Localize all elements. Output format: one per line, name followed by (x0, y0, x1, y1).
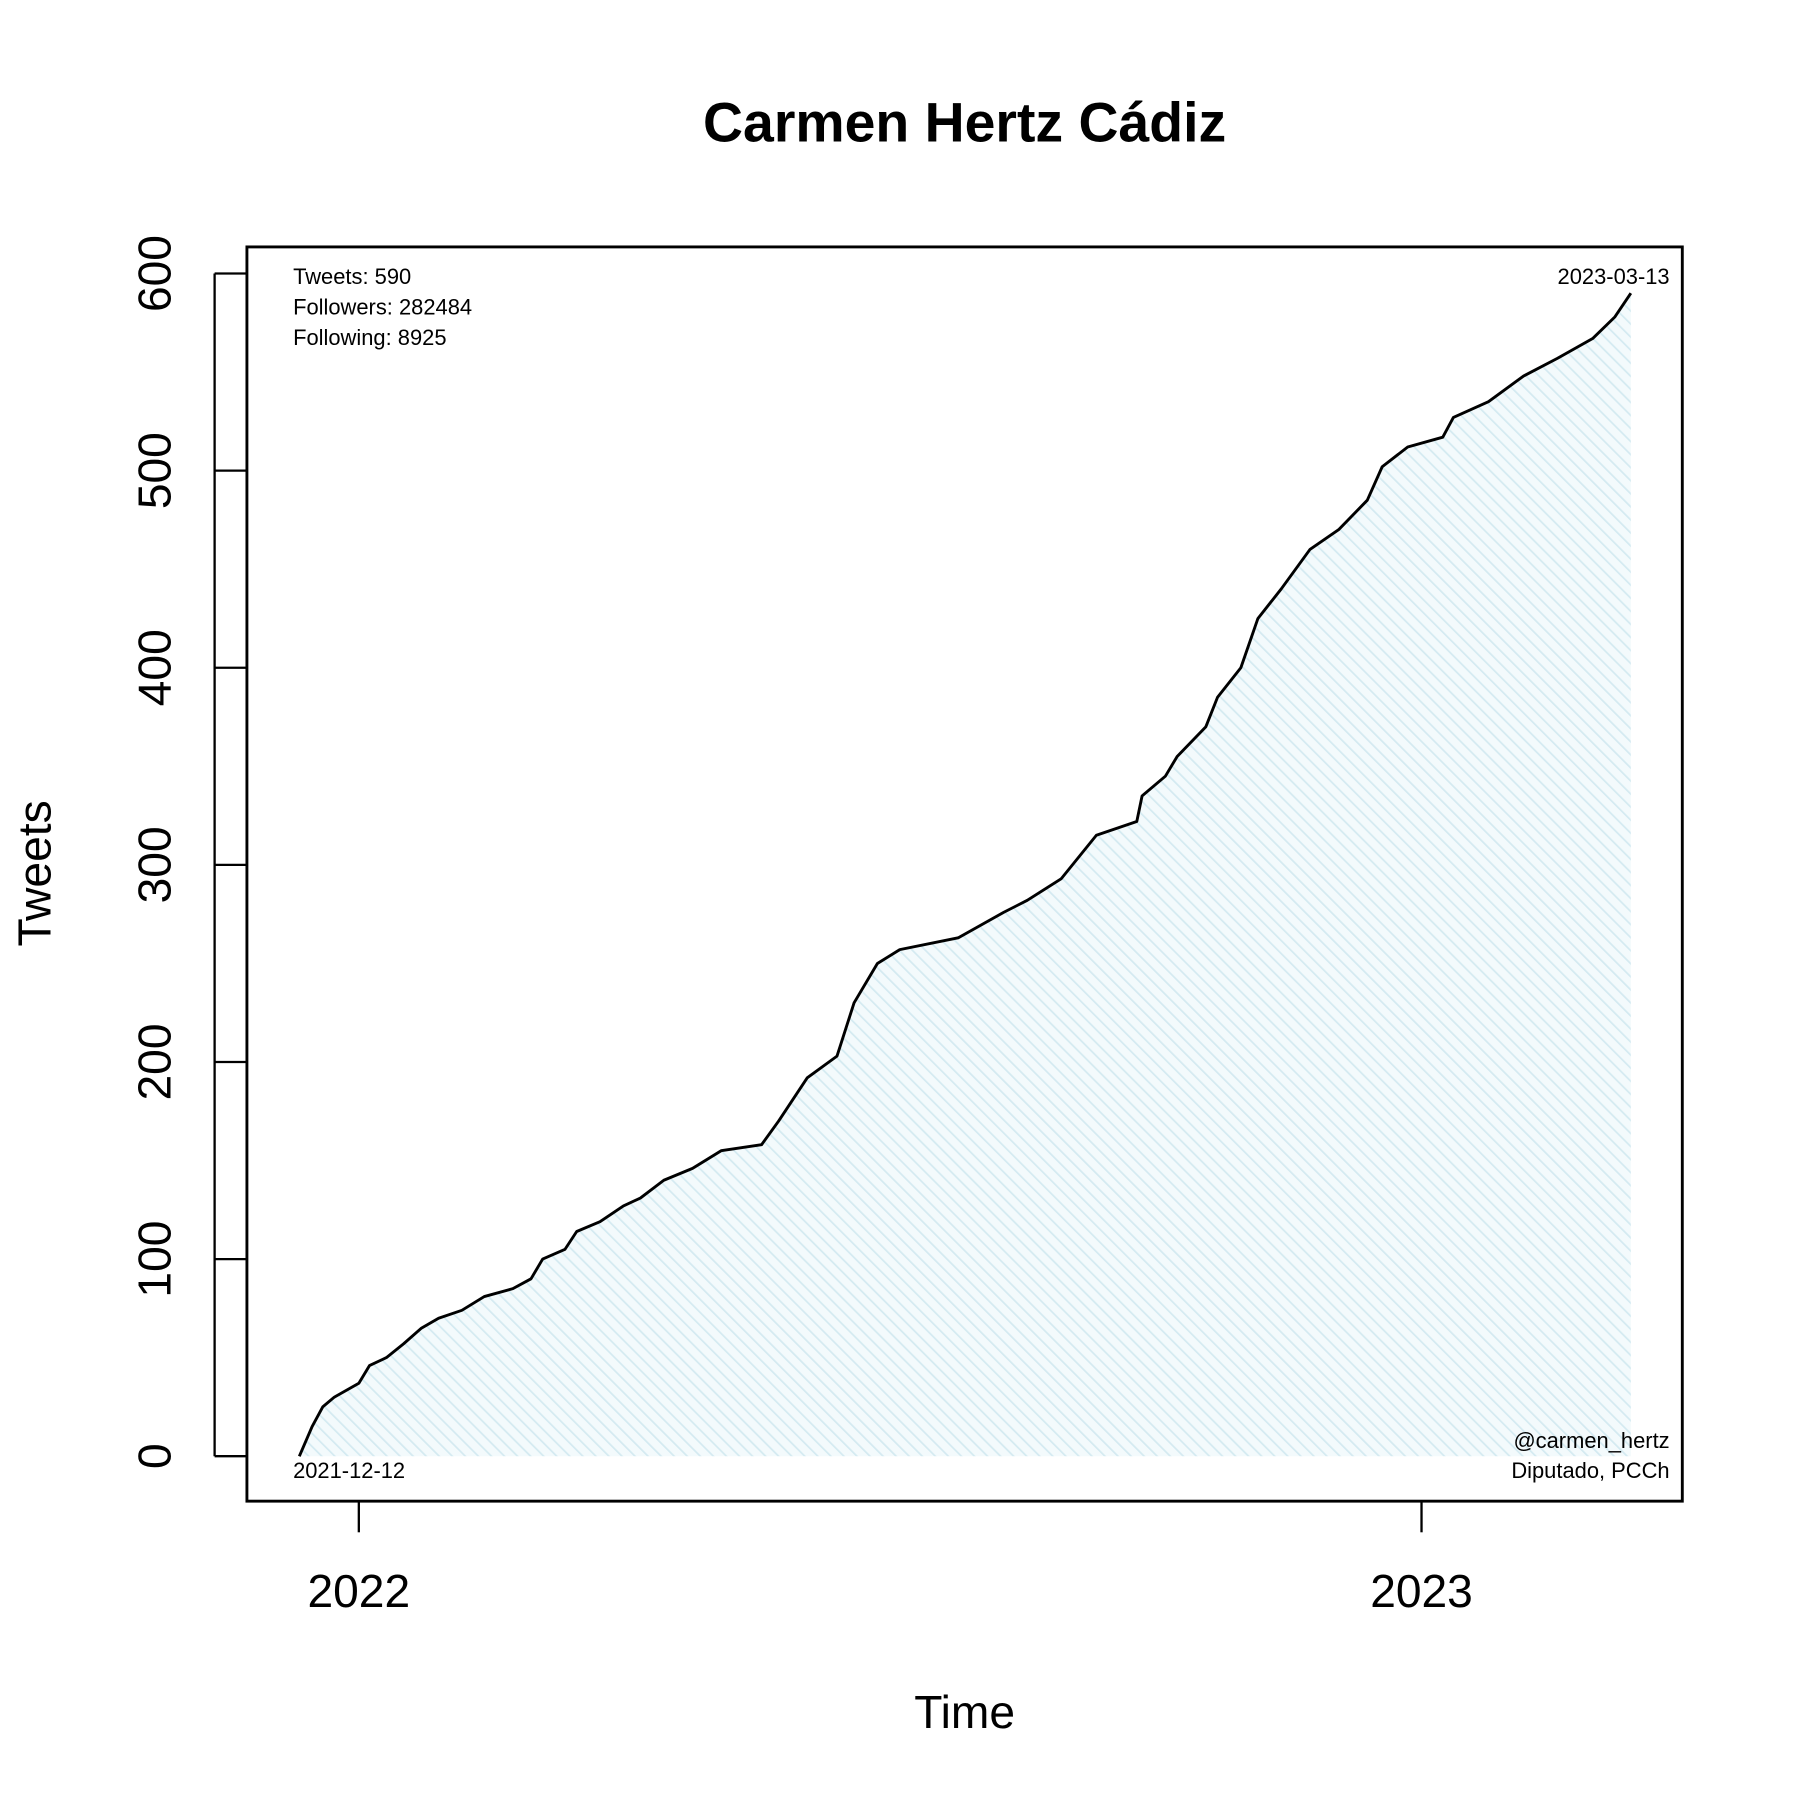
x-axis-label: Time (914, 1686, 1015, 1738)
stats-annotation: Following: 8925 (293, 325, 446, 350)
line (297, 292, 1633, 1457)
chart-title: Carmen Hertz Cádiz (703, 92, 1226, 154)
account-annotation: @carmen_hertz (1513, 1428, 1669, 1453)
account-annotation: Diputado, PCCh (1511, 1458, 1669, 1483)
y-tick-label: 200 (128, 1023, 180, 1100)
stats-annotation: Tweets: 590 (293, 264, 411, 289)
x-tick-label: 2023 (1370, 1565, 1473, 1617)
x-tick-label: 2022 (307, 1565, 410, 1617)
y-tick-label: 0 (128, 1443, 180, 1469)
stats-annotation: Followers: 282484 (293, 294, 472, 319)
y-tick-label: 500 (128, 432, 180, 509)
start-date: 2021-12-12 (293, 1458, 405, 1483)
y-tick-label: 600 (128, 235, 180, 312)
y-tick-label: 300 (128, 826, 180, 903)
area (299, 293, 1631, 1457)
end-date: 2023-03-13 (1558, 264, 1670, 289)
y-axis-label: Tweets (8, 800, 60, 946)
plot-frame (245, 245, 1684, 1503)
y-tick-label: 400 (128, 629, 180, 706)
y-tick-label: 100 (128, 1221, 180, 1298)
